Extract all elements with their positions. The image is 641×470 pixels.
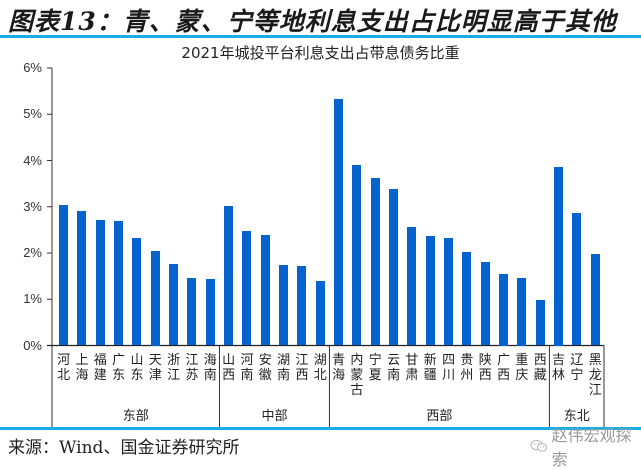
x-category-label: 贵州 — [460, 352, 474, 383]
bar-海南 — [205, 278, 215, 346]
bar-安徽 — [260, 234, 270, 346]
bar-四川 — [444, 237, 454, 346]
x-category-label: 山西 — [222, 352, 236, 383]
top-rule — [0, 35, 641, 38]
x-category-label: 河北 — [57, 352, 71, 383]
x-category-label: 青海 — [332, 352, 346, 383]
x-category-label: 湖北 — [313, 352, 327, 383]
x-category-label: 四川 — [442, 352, 456, 383]
x-category-label: 新疆 — [423, 352, 437, 383]
figure-title: 图表13：青、蒙、宁等地利息支出占比明显高于其他 — [8, 7, 617, 36]
bar-河南 — [242, 230, 252, 346]
bar-内蒙古 — [352, 164, 362, 346]
bar-山东 — [132, 237, 142, 346]
group-label: 东部 — [122, 409, 149, 424]
x-category-label: 浙江 — [167, 352, 181, 383]
group-label: 中部 — [261, 409, 288, 424]
bar-陕西 — [480, 261, 490, 346]
x-category-label: 黑龙江 — [588, 352, 602, 398]
x-category-label: 重庆 — [515, 352, 529, 383]
bar-江西 — [297, 266, 307, 346]
chart-title: 2021年城投平台利息支出占带息债务比重 — [181, 44, 460, 62]
bar-新疆 — [425, 235, 435, 346]
x-category-label: 广西 — [497, 352, 511, 383]
bottom-rule — [0, 427, 641, 430]
bar-江苏 — [187, 277, 197, 346]
y-tick-label: 2% — [23, 245, 42, 260]
watermark-text: 赵伟宏观探索 — [551, 426, 632, 469]
x-category-label: 海南 — [203, 352, 217, 383]
y-tick-label: 6% — [23, 60, 42, 75]
x-category-label: 安徽 — [258, 352, 272, 383]
x-category-label: 广东 — [112, 352, 126, 383]
bar-山西 — [224, 205, 234, 346]
bar-西藏 — [535, 300, 545, 346]
x-category-label: 上海 — [75, 352, 89, 383]
x-category-label: 云南 — [387, 352, 401, 383]
x-category-label: 江西 — [295, 352, 309, 383]
bar-广西 — [499, 273, 509, 346]
source-note: 来源：Wind、国金证券研究所 — [8, 438, 240, 458]
bar-黑龙江 — [590, 253, 600, 346]
y-tick-label: 3% — [23, 198, 42, 214]
bar-上海 — [77, 210, 87, 346]
bar-甘肃 — [407, 226, 417, 346]
watermark: 赵伟宏观探索 — [530, 422, 641, 470]
bar-青海 — [334, 98, 344, 346]
x-category-label: 福建 — [93, 352, 107, 383]
x-category-label: 河南 — [240, 352, 254, 383]
y-tick-label: 0% — [23, 337, 42, 353]
x-category-label: 天津 — [148, 352, 162, 383]
bar-广东 — [114, 221, 124, 346]
bar-湖北 — [315, 281, 325, 346]
y-tick-label: 1% — [23, 291, 42, 307]
y-tick-label: 5% — [23, 106, 42, 122]
x-category-label: 辽宁 — [570, 352, 584, 383]
bar-辽宁 — [572, 212, 582, 346]
x-category-label: 吉林 — [552, 352, 566, 383]
group-label: 西部 — [426, 409, 453, 424]
x-category-label: 陕西 — [478, 352, 492, 383]
x-category-label: 宁夏 — [368, 352, 382, 383]
bar-天津 — [150, 250, 160, 346]
bar-重庆 — [517, 278, 527, 346]
bar-河北 — [59, 205, 69, 346]
x-category-label: 山东 — [130, 352, 144, 383]
x-category-label: 甘肃 — [405, 352, 419, 383]
x-category-label: 江苏 — [185, 352, 199, 383]
bar-浙江 — [169, 264, 179, 346]
wechat-icon — [530, 439, 548, 452]
bar-云南 — [389, 188, 399, 346]
bar-贵州 — [462, 251, 472, 346]
x-category-label: 内蒙古 — [350, 352, 364, 398]
x-category-label: 西藏 — [533, 352, 547, 383]
bar-吉林 — [554, 167, 564, 346]
bar-宁夏 — [370, 178, 380, 346]
x-category-label: 湖南 — [277, 352, 291, 383]
bar-福建 — [95, 219, 105, 346]
group-label: 东北 — [563, 409, 590, 424]
bar-湖南 — [279, 265, 289, 346]
y-tick-label: 4% — [23, 152, 42, 168]
